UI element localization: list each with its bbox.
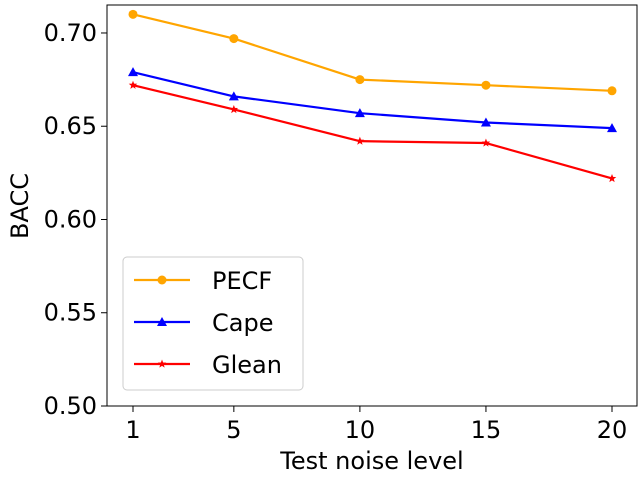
- x-axis: 1 5 10 15 20: [125, 406, 627, 444]
- y-tick-label: 0.65: [44, 112, 97, 140]
- legend-item-cape: Cape: [134, 309, 273, 337]
- legend-marker-glean: [157, 359, 167, 368]
- x-tick-label: 20: [597, 416, 628, 444]
- data-point-cape: [354, 108, 365, 118]
- legend-item-glean: Glean: [134, 351, 282, 379]
- data-point-glean: [481, 138, 491, 147]
- data-point-pecf: [481, 80, 491, 90]
- data-point-pecf: [229, 34, 239, 44]
- x-tick-label: 10: [345, 416, 376, 444]
- data-point-glean: [355, 136, 365, 145]
- y-tick-label: 0.55: [44, 299, 97, 327]
- data-point-glean: [229, 104, 239, 114]
- legend-item-pecf: PECF: [134, 267, 272, 295]
- series-glean: [128, 80, 617, 183]
- y-tick-label: 0.60: [44, 205, 97, 233]
- data-point-pecf: [355, 75, 365, 85]
- data-point-glean: [607, 173, 617, 183]
- y-axis: 0.50 0.55 0.60 0.65 0.70: [44, 19, 107, 420]
- y-axis-label: BACC: [6, 173, 34, 239]
- y-tick-label: 0.70: [44, 19, 97, 47]
- legend-label-cape: Cape: [212, 309, 273, 337]
- x-tick-label: 5: [226, 416, 241, 444]
- legend: PECF Cape Glean: [122, 256, 304, 391]
- x-axis-label: Test noise level: [279, 447, 463, 475]
- y-tick-label: 0.50: [44, 392, 97, 420]
- data-point-cape: [607, 123, 617, 133]
- data-point-cape: [480, 117, 491, 127]
- data-point-cape: [228, 91, 239, 101]
- legend-frame: [122, 256, 304, 391]
- legend-label-pecf: PECF: [212, 267, 272, 295]
- series-pecf: [128, 9, 617, 96]
- data-point-cape: [128, 67, 138, 77]
- series-cape: [128, 67, 617, 133]
- x-tick-label: 1: [125, 416, 140, 444]
- legend-label-glean: Glean: [212, 351, 282, 379]
- data-point-pecf: [128, 9, 138, 19]
- data-point-pecf: [607, 86, 617, 96]
- x-tick-label: 15: [471, 416, 502, 444]
- series-layer: [128, 9, 617, 183]
- legend-marker-pecf: [157, 275, 167, 285]
- legend-marker-cape: [157, 317, 167, 326]
- data-point-glean: [128, 80, 138, 89]
